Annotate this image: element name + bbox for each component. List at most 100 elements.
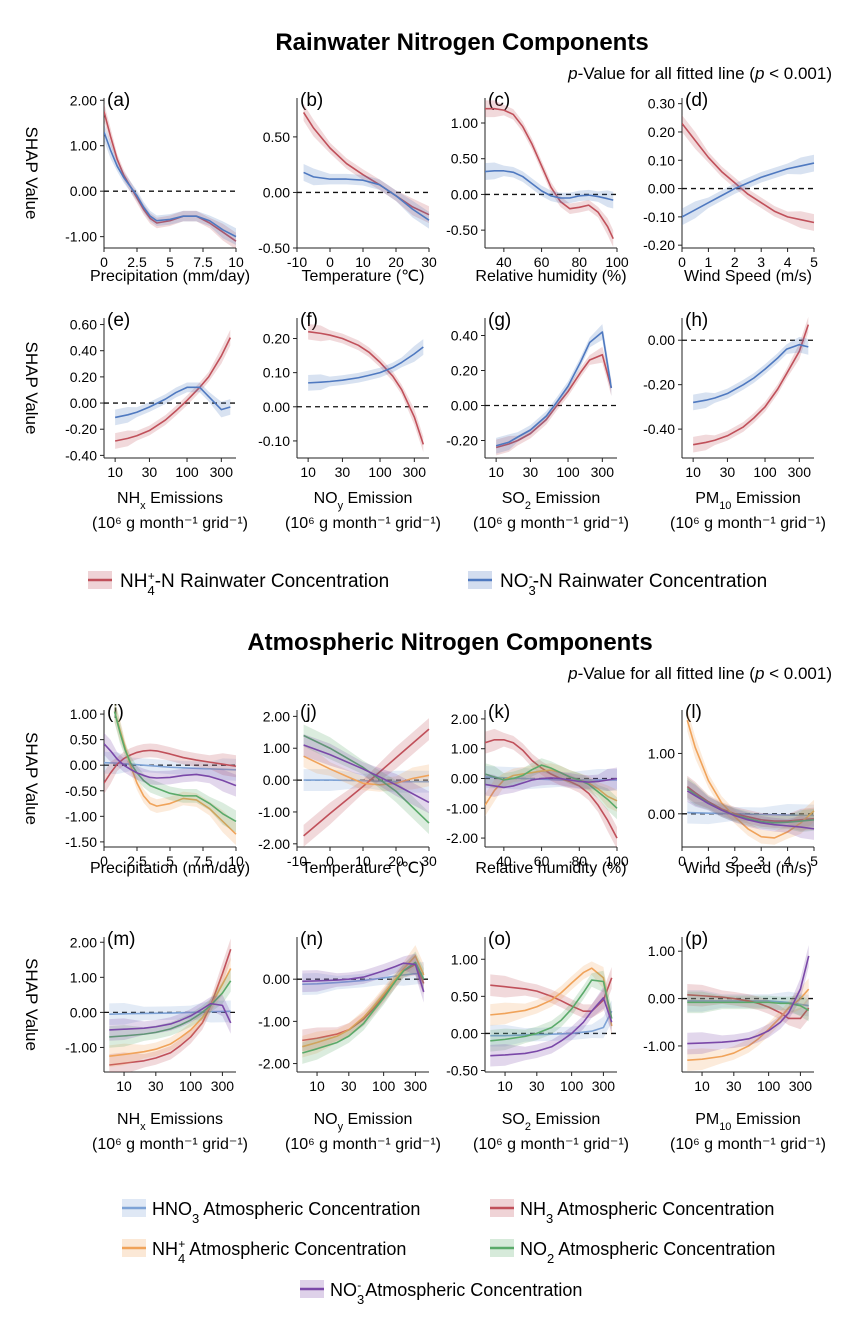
panel-d: 0.30 0.20 0.10 0.00 -0.10 -0.200 1 2 3 4 5 (d) Wind … [643, 90, 818, 285]
x-tick-label: 7.5 [193, 853, 213, 869]
x-axis-unit-label: (10⁶ g month⁻¹ grid⁻¹) [473, 515, 629, 532]
y-tick-label: -1.00 [258, 804, 290, 820]
x-tick-label: 300 [591, 464, 615, 480]
legends: NH4+-N Rainwater Concentration NO3--N Rai… [88, 569, 775, 1307]
x-axis-label: NHx Emissions [117, 490, 223, 512]
x-axis-unit-label: (10⁶ g month⁻¹ grid⁻¹) [285, 1136, 441, 1153]
legend-key-hno3 [122, 1199, 146, 1217]
x-tick-label: 10 [300, 464, 316, 480]
x-tick-label: 30 [148, 1078, 164, 1094]
x-tick-label: 10 [107, 464, 123, 480]
ci-band-no3 [485, 767, 617, 797]
y-tick-label: 1.00 [70, 706, 97, 722]
ci-band-nh3 [687, 983, 809, 1030]
y-tick-label: -0.40 [65, 447, 97, 463]
series-line-hno3 [104, 761, 237, 771]
series-line-no3n_rain [692, 343, 809, 404]
x-tick-label: 30 [421, 853, 437, 869]
x-tick-label: 100 [605, 853, 629, 869]
y-tick-label: 1.00 [451, 951, 478, 967]
legend-label: NO3- Atmospheric Concentration [330, 1278, 582, 1307]
series-line-nh4 [686, 720, 815, 839]
ci-band-nh4n_rain [485, 100, 614, 248]
y-tick-label: 0.20 [451, 363, 478, 379]
series-line-nh4 [109, 968, 232, 1058]
panel-label: (a) [107, 90, 130, 111]
x-tick-label: 0 [100, 853, 108, 869]
series-line-nh3 [686, 786, 815, 822]
series-line-nh3 [485, 738, 618, 839]
ci-band-nh4 [303, 745, 429, 792]
x-tick-label: 60 [534, 853, 550, 869]
x-tick-label: 100 [605, 254, 629, 270]
x-tick-label: 300 [211, 1078, 235, 1094]
x-axis-unit-label: (10⁶ g month⁻¹ grid⁻¹) [92, 515, 248, 532]
legend-label: NO2 Atmospheric Concentration [520, 1239, 775, 1266]
panel-j: 2.00 1.00 0.00 -1.00 -2.00-10 0 10 20 30 (j) Tempe… [258, 702, 437, 877]
series-group [308, 323, 425, 453]
y-tick-label: -0.20 [643, 237, 675, 253]
y-tick-label: -0.20 [446, 433, 478, 449]
y-tick-label: 0.00 [263, 971, 290, 987]
x-tick-label: 5 [166, 853, 174, 869]
x-tick-label: 80 [571, 254, 587, 270]
legend-item-nh4: NH4+ Atmospheric Concentration [122, 1237, 406, 1266]
series-line-no3 [303, 744, 430, 804]
x-tick-label: 5 [810, 254, 818, 270]
y-tick-label: 0.50 [263, 129, 290, 145]
series-line-no2 [485, 764, 618, 809]
series-group [485, 100, 614, 248]
x-tick-label: 10 [497, 1078, 513, 1094]
y-tick-label: -0.10 [258, 433, 290, 449]
y-tick-label: 0.00 [451, 186, 478, 202]
panel-h: 0.00 -0.20 -0.40 10 30 100 300 (h) PM10 Emission… [643, 310, 826, 532]
panel-label: (l) [685, 702, 702, 723]
ci-band-no3 [303, 734, 429, 814]
y-tick-label: 0.30 [648, 96, 675, 112]
series-line-no3n_rain [303, 171, 430, 221]
y-tick-label: 0.20 [648, 124, 675, 140]
panel-label: (e) [107, 310, 130, 331]
x-tick-label: 0 [326, 853, 334, 869]
atm-pvalue-note: p-Value for all fitted line (p < 0.001) [567, 664, 832, 683]
ci-band-nh4n_rain [115, 329, 231, 449]
y-tick-label: -1.00 [258, 1013, 290, 1029]
series-line-hno3 [303, 779, 429, 783]
series-group [104, 704, 237, 846]
x-axis-label: SO2 Emission [502, 1111, 601, 1133]
series-group [687, 945, 810, 1071]
x-tick-label: 300 [788, 464, 812, 480]
x-tick-label: 1 [705, 254, 713, 270]
y-tick-label: 2.00 [70, 92, 97, 108]
ci-band-nh4 [687, 709, 814, 845]
y-tick-label: -1.00 [643, 1038, 675, 1054]
x-axis-label: Temperature (℃) [302, 268, 425, 285]
ci-band-nh4 [114, 704, 236, 846]
y-tick-label: 0.00 [263, 772, 290, 788]
rain-section-title: Rainwater Nitrogen Components [275, 29, 648, 56]
panel-label: (d) [685, 90, 708, 111]
series-line-no3n_rain [104, 131, 237, 238]
panel-c: 1.00 0.50 0.00 -0.50 40 60 80 100 (c) Relative hu… [446, 90, 629, 285]
panel-n: 0.00 -1.00 -2.00 10 30 100 300 (n) NOy Emission (… [258, 929, 441, 1153]
x-axis-label: Precipitation (mm/day) [90, 860, 250, 877]
series-line-nh4 [302, 955, 425, 1048]
y-tick-label: -0.20 [65, 421, 97, 437]
y-tick-label: 0.00 [451, 1025, 478, 1041]
y-tick-label: -1.00 [446, 800, 478, 816]
x-axis-label: NOy Emission [314, 490, 413, 512]
y-tick-label: -1.00 [65, 1039, 97, 1055]
x-axis-unit-label: (10⁶ g month⁻¹ grid⁻¹) [285, 515, 441, 532]
x-axis-unit-label: (10⁶ g month⁻¹ grid⁻¹) [670, 1136, 826, 1153]
x-tick-label: 5 [810, 853, 818, 869]
series-line-no3 [104, 743, 237, 787]
legend-item-no2: NO2 Atmospheric Concentration [490, 1239, 775, 1266]
panel-g: 0.40 0.20 0.00 -0.20 10 30 100 300 (g) SO2 Emissi… [446, 310, 629, 532]
y-tick-label: 0.00 [648, 181, 675, 197]
y-tick-label: 1.00 [648, 943, 675, 959]
x-tick-label: 2 [731, 254, 739, 270]
y-tick-label: 0.00 [648, 991, 675, 1007]
legend-item-nh4n_rain: NH4+-N Rainwater Concentration [88, 569, 389, 598]
y-tick-label: 0.20 [263, 330, 290, 346]
y-tick-label: -0.50 [446, 222, 478, 238]
